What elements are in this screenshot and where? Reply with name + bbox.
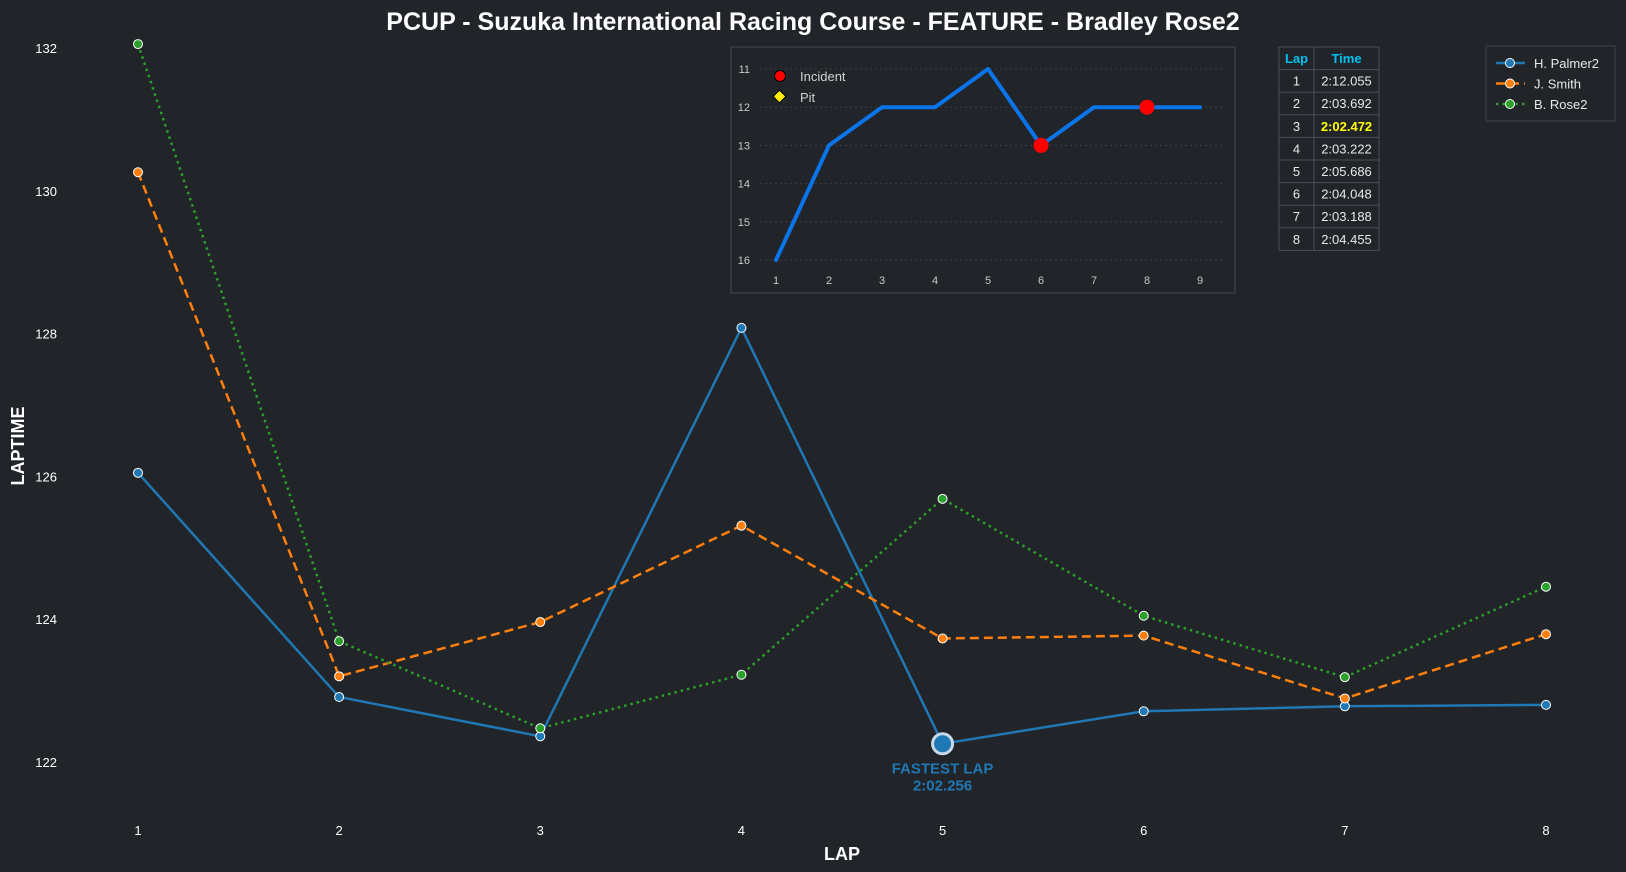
incident-marker	[1139, 99, 1155, 115]
fastest-lap-label: FASTEST LAP	[892, 761, 994, 778]
lap-time-table: Lap Time 1 2:12.055 2 2:03.692 3 2:02.472 4 2:03.…	[1278, 46, 1380, 251]
table-cell-lap: 5	[1293, 164, 1300, 179]
x-tick-label: 3	[537, 823, 544, 838]
inset-x-tick-label: 5	[985, 275, 991, 287]
inset-y-tick-label: 16	[738, 255, 750, 267]
table-cell-lap: 1	[1293, 74, 1300, 89]
inset-y-tick-label: 13	[738, 140, 750, 152]
position-inset-frame	[730, 46, 1236, 294]
data-point	[1339, 693, 1350, 704]
chart-title: PCUP - Suzuka International Racing Cours…	[386, 8, 1239, 36]
table-cell-time: 2:04.455	[1321, 232, 1372, 247]
table-cell-lap: 7	[1293, 209, 1300, 224]
inset-x-tick-label: 1	[773, 275, 779, 287]
data-point	[334, 671, 345, 682]
table-cell-time: 2:12.055	[1321, 74, 1372, 89]
inset-y-tick-label: 11	[739, 64, 750, 76]
legend-label: H. Palmer2	[1534, 56, 1599, 71]
data-point	[1541, 629, 1551, 640]
data-point	[1339, 672, 1350, 683]
table-cell-time: 2:04.048	[1321, 187, 1372, 202]
y-tick-label: 124	[35, 612, 57, 627]
data-point	[334, 692, 345, 703]
data-point	[736, 520, 747, 531]
data-point	[535, 723, 546, 734]
y-tick-label: 132	[35, 41, 57, 56]
series-line-j-smith	[136, 171, 1547, 700]
x-tick-label: 6	[1140, 823, 1147, 838]
x-tick-label: 1	[134, 823, 141, 838]
data-point	[1138, 706, 1149, 717]
table-cell-lap: 8	[1293, 232, 1300, 247]
data-point	[133, 467, 143, 478]
legend-marker	[1505, 78, 1515, 89]
incident-legend-label: Incident	[800, 69, 846, 84]
inset-x-tick-label: 9	[1197, 275, 1203, 287]
y-axis-label: LAPTIME	[8, 407, 28, 486]
inset-legend: Incident Pit	[772, 69, 846, 105]
series-line-h-palmer2	[137, 325, 1547, 746]
legend-marker	[1505, 99, 1515, 109]
data-point	[334, 636, 345, 647]
incident-marker	[1033, 137, 1049, 153]
table-header-time: Time	[1331, 51, 1361, 66]
table-cell-time: 2:02.472	[1321, 119, 1372, 134]
y-tick-label: 128	[35, 327, 57, 342]
data-point	[1138, 610, 1149, 621]
position-line	[774, 67, 1202, 262]
series-line-b-rose2	[136, 43, 1547, 730]
data-point	[937, 493, 948, 504]
table-cell-lap: 3	[1293, 119, 1300, 134]
inset-x-tick-label: 8	[1144, 275, 1150, 287]
legend-label: B. Rose2	[1534, 97, 1587, 112]
table-cell-time: 2:05.686	[1321, 164, 1372, 179]
fastest-lap-marker	[931, 732, 955, 756]
data-point	[133, 39, 143, 50]
x-axis-label: LAP	[824, 844, 860, 864]
main-legend: H. Palmer2 J. Smith B. Rose2	[1485, 45, 1616, 122]
x-tick-label: 7	[1341, 823, 1348, 838]
y-tick-label: 130	[35, 184, 57, 199]
inset-x-tick-label: 6	[1038, 275, 1044, 287]
data-point	[1138, 630, 1149, 641]
inset-x-tick-label: 3	[879, 275, 885, 287]
data-point	[133, 167, 143, 178]
fastest-lap-time: 2:02.256	[913, 778, 972, 795]
data-point	[1541, 699, 1551, 710]
x-tick-label: 5	[939, 823, 946, 838]
data-point	[1541, 581, 1551, 592]
table-cell-time: 2:03.692	[1321, 96, 1372, 111]
data-point	[736, 322, 747, 333]
legend-label: J. Smith	[1534, 77, 1581, 92]
pit-legend-icon	[772, 89, 787, 104]
data-point	[736, 669, 747, 680]
inset-x-tick-label: 4	[932, 275, 938, 287]
y-tick-label: 126	[35, 469, 57, 484]
data-point	[937, 633, 948, 644]
table-cell-time: 2:03.222	[1321, 141, 1372, 156]
inset-y-tick-label: 14	[738, 179, 750, 191]
table-cell-time: 2:03.188	[1321, 209, 1372, 224]
inset-x-tick-label: 7	[1091, 275, 1097, 287]
legend-marker	[1505, 58, 1515, 68]
table-cell-lap: 4	[1293, 141, 1300, 156]
table-header-lap: Lap	[1285, 51, 1308, 66]
data-point	[535, 617, 546, 628]
pit-legend-label: Pit	[800, 90, 816, 105]
inset-x-tick-label: 2	[826, 275, 832, 287]
inset-y-tick-label: 15	[738, 217, 750, 229]
x-tick-label: 4	[738, 823, 745, 838]
x-tick-label: 2	[336, 823, 343, 838]
inset-y-tick-label: 12	[738, 102, 750, 114]
y-tick-label: 122	[35, 755, 57, 770]
table-cell-lap: 2	[1293, 96, 1300, 111]
x-tick-label: 8	[1542, 823, 1549, 838]
table-cell-lap: 6	[1293, 187, 1300, 202]
incident-legend-icon	[774, 70, 786, 82]
